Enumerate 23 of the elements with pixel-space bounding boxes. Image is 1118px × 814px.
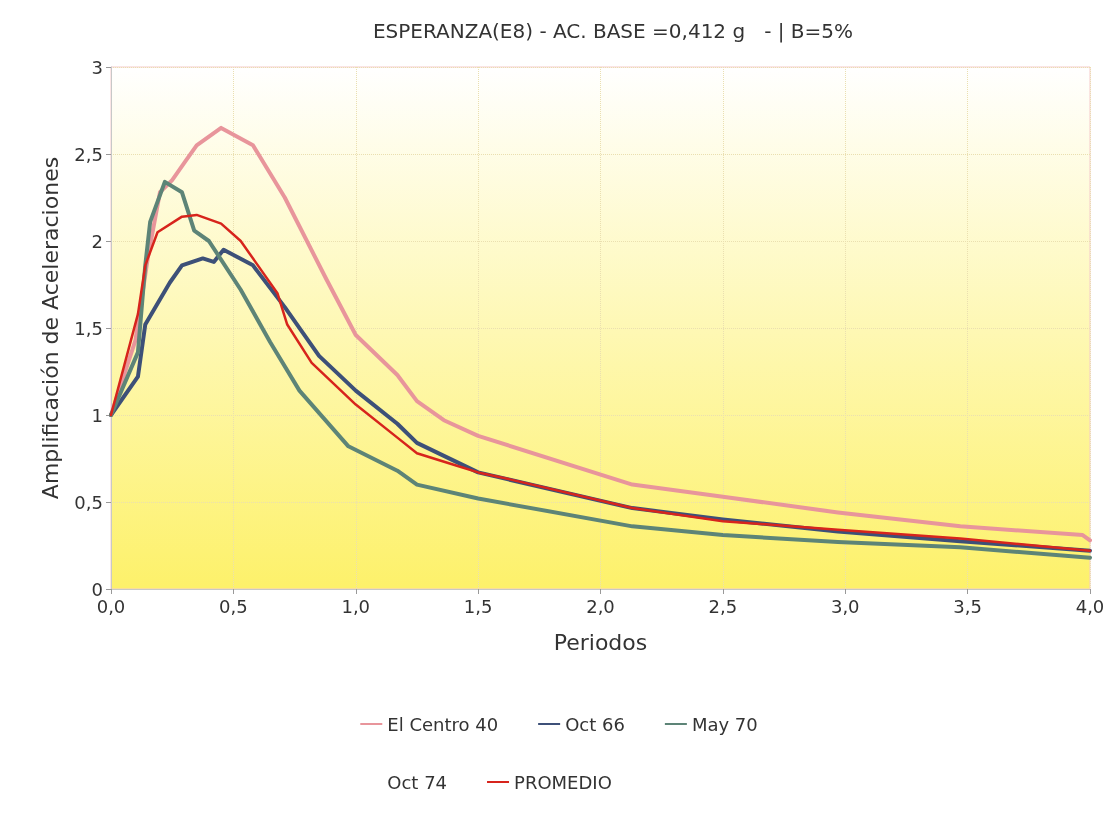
legend-label: Oct 66 xyxy=(565,713,625,735)
y-tick-label: 2,5 xyxy=(74,143,103,165)
x-tick-label: 3,5 xyxy=(953,595,982,617)
y-tick-label: 2 xyxy=(91,230,103,252)
legend-label: El Centro 40 xyxy=(387,713,499,735)
y-tick-label: 0,5 xyxy=(74,491,103,513)
x-tick-label: 1,5 xyxy=(463,595,493,617)
x-tick-label: 2,0 xyxy=(586,595,615,617)
x-axis-title: Periodos xyxy=(553,629,648,655)
x-tick-label: 2,5 xyxy=(708,595,738,617)
x-tick-label: 1,0 xyxy=(341,595,371,617)
legend-label: May 70 xyxy=(691,713,758,735)
y-axis-title: Amplificación de Aceleraciones xyxy=(37,156,63,500)
line-series xyxy=(109,125,1092,543)
y-tick-label: 1,5 xyxy=(74,317,103,339)
y-tick-label: 3 xyxy=(91,56,103,78)
x-tick-label: 3,0 xyxy=(830,595,860,617)
x-tick-label: 4,0 xyxy=(1075,595,1105,617)
y-tick-label: 1 xyxy=(91,404,103,426)
x-tick-label: 0,5 xyxy=(219,595,248,617)
chart-title: ESPERANZA(E8) - AC. BASE =0,412 g - | B=5% xyxy=(372,19,854,43)
legend-label: PROMEDIO xyxy=(514,771,612,793)
text: Oct 74 xyxy=(387,771,448,793)
